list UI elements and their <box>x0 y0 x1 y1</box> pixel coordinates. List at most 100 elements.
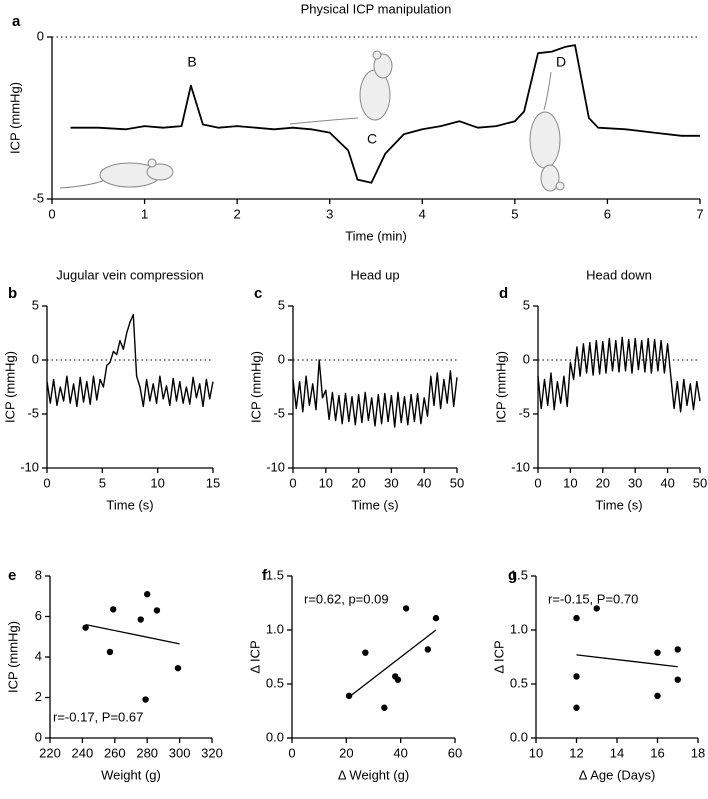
y-tick-label: 5 <box>278 297 285 312</box>
data-point <box>142 696 149 703</box>
y-tick-label: 0.5 <box>510 675 528 690</box>
y-tick-label: 0.0 <box>266 729 284 744</box>
x-tick-label: 40 <box>393 745 407 760</box>
x-tick-label: 15 <box>206 475 220 490</box>
x-axis-label: Weight (g) <box>101 767 161 782</box>
y-axis-label: ICP (mmHg) <box>248 351 263 423</box>
data-point <box>573 614 580 622</box>
data-point <box>573 673 580 680</box>
annotation: B <box>187 54 196 70</box>
data-point <box>109 606 117 613</box>
panel-letter: g <box>508 567 517 584</box>
y-axis-label: ICP (mmHg) <box>493 351 508 423</box>
fit-line <box>576 654 678 668</box>
y-tick-label: -5 <box>32 190 44 205</box>
x-tick-label: 50 <box>450 475 464 490</box>
y-tick-label: 1.5 <box>510 567 528 582</box>
panel-letter: a <box>12 13 21 30</box>
data-point <box>424 646 432 653</box>
data-point <box>153 607 161 614</box>
x-tick-label: 12 <box>569 745 583 760</box>
x-axis-label: Δ Age (Days) <box>579 767 656 782</box>
data-point <box>432 614 440 622</box>
y-tick-label: 0 <box>37 28 44 43</box>
y-axis-label: ICP (mmHg) <box>5 621 20 693</box>
x-tick-label: 300 <box>169 745 191 760</box>
data-point <box>402 605 410 612</box>
x-tick-label: 6 <box>604 206 611 221</box>
panel-letter: d <box>499 285 508 302</box>
x-tick-label: 5 <box>99 475 106 490</box>
x-axis-label: Δ Weight (g) <box>338 767 409 782</box>
x-tick-label: 10 <box>319 475 333 490</box>
y-tick-label: 1.0 <box>266 621 284 636</box>
fit-line <box>348 629 437 698</box>
y-tick-label: 0.0 <box>510 729 528 744</box>
x-tick-label: 18 <box>691 745 705 760</box>
stat-annotation: r=0.62, p=0.09 <box>304 591 389 606</box>
y-tick-label: 2 <box>35 689 42 704</box>
panel-letter: e <box>8 567 16 584</box>
x-tick-label: 40 <box>660 475 674 490</box>
x-axis-label: Time (min) <box>345 228 407 243</box>
chart-title: Head up <box>350 267 399 282</box>
icp-trace <box>70 44 700 184</box>
y-tick-label: 1.0 <box>510 621 528 636</box>
data-point <box>362 649 369 656</box>
stat-annotation: r=-0.15, P=0.70 <box>548 591 638 606</box>
x-axis-label: Time (s) <box>351 497 398 512</box>
icp-trace <box>46 313 214 408</box>
data-point <box>137 616 144 623</box>
y-tick-label: -5 <box>518 405 530 420</box>
x-tick-label: 20 <box>339 745 353 760</box>
x-tick-label: 1 <box>141 206 148 221</box>
x-tick-label: 320 <box>201 745 223 760</box>
x-tick-label: 240 <box>72 745 94 760</box>
icp-trace <box>292 359 458 428</box>
data-point <box>654 649 661 656</box>
y-tick-label: 4 <box>35 648 42 663</box>
data-point <box>174 664 182 672</box>
y-tick-label: -10 <box>20 459 39 474</box>
y-axis-label: Δ ICP <box>247 640 262 673</box>
y-axis-label: ICP (mmHg) <box>7 82 22 154</box>
x-tick-label: 60 <box>448 745 462 760</box>
x-tick-label: 30 <box>384 475 398 490</box>
y-tick-label: 0 <box>278 351 285 366</box>
data-point <box>381 704 388 711</box>
chart-title: Jugular vein compression <box>56 267 203 282</box>
icp-trace <box>537 336 701 413</box>
x-tick-label: 50 <box>693 475 707 490</box>
x-tick-label: 260 <box>104 745 126 760</box>
y-tick-label: -5 <box>273 405 285 420</box>
rat-standing <box>289 50 393 125</box>
panel-letter: b <box>8 285 17 302</box>
y-tick-label: -5 <box>27 405 39 420</box>
y-tick-label: 6 <box>35 608 42 623</box>
annotation: C <box>367 131 377 147</box>
data-point <box>674 646 681 653</box>
y-tick-label: 0 <box>35 729 42 744</box>
chart-title: Physical ICP manipulation <box>301 1 452 16</box>
x-tick-label: 7 <box>696 206 703 221</box>
x-tick-label: 30 <box>628 475 642 490</box>
y-tick-label: -10 <box>511 459 530 474</box>
data-point <box>144 591 151 598</box>
y-tick-label: 8 <box>35 567 42 582</box>
x-axis-label: Time (s) <box>106 497 153 512</box>
y-tick-label: 5 <box>523 297 530 312</box>
panel-letter: c <box>254 285 262 302</box>
data-point <box>674 676 681 683</box>
data-point <box>573 704 580 711</box>
y-axis-label: Δ ICP <box>491 640 506 673</box>
x-tick-label: 40 <box>417 475 431 490</box>
x-tick-label: 0 <box>48 206 55 221</box>
y-tick-label: 0.5 <box>266 675 284 690</box>
y-tick-label: 0 <box>523 351 530 366</box>
x-tick-label: 20 <box>351 475 365 490</box>
x-tick-label: 0 <box>534 475 541 490</box>
x-tick-label: 5 <box>511 206 518 221</box>
x-tick-label: 0 <box>289 475 296 490</box>
x-tick-label: 280 <box>136 745 158 760</box>
